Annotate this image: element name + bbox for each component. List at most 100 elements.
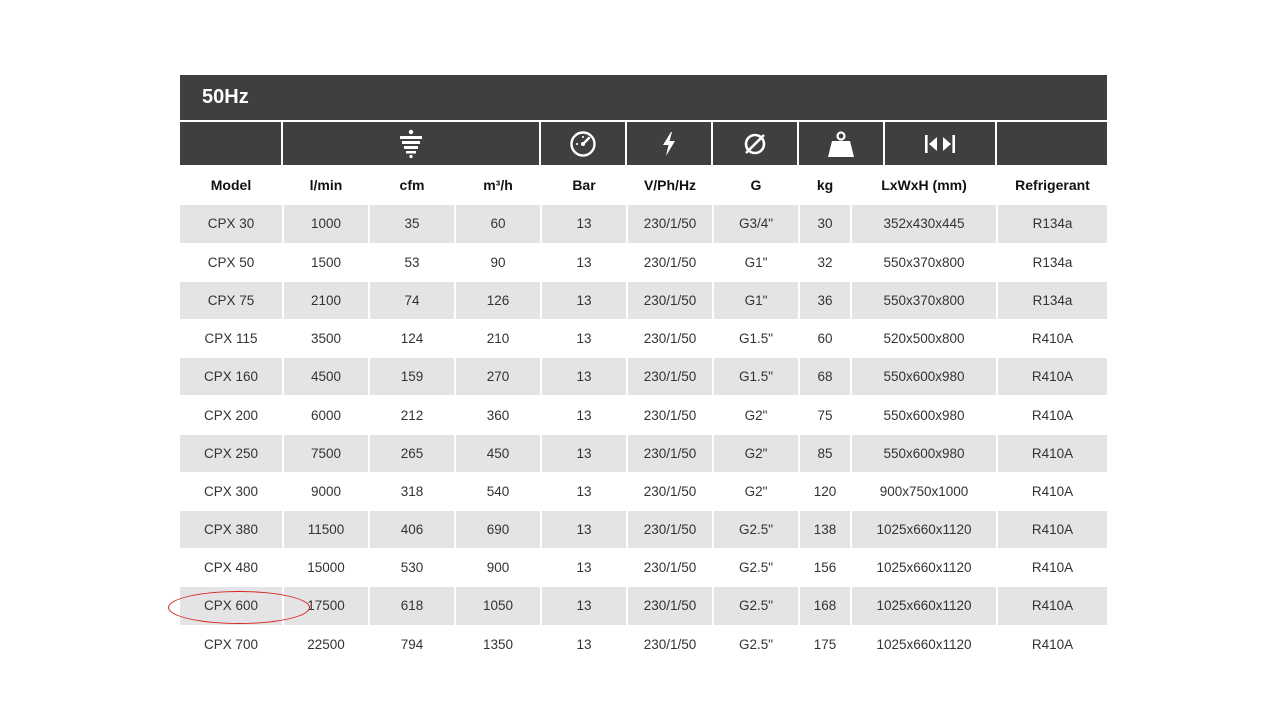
cell-flow-m3h: 360 xyxy=(455,395,542,435)
diameter-icon xyxy=(713,122,799,165)
cell-refrigerant: R410A xyxy=(997,586,1107,626)
table-row: CPX 480 15000 530 900 13 230/1/50 G2.5" 156 1025… xyxy=(180,548,1107,588)
cell-connection: G1" xyxy=(713,281,800,321)
cell-weight: 30 xyxy=(799,205,852,244)
cell-flow-lmin: 3500 xyxy=(283,319,370,359)
cell-weight: 75 xyxy=(799,395,852,435)
cell-dimensions: 352x430x445 xyxy=(851,205,998,244)
frequency-label: 50Hz xyxy=(202,86,249,108)
column-header-row: Model l/min cfm m³/h Bar V/Ph/Hz G kg Lx… xyxy=(180,165,1107,205)
cell-flow-cfm: 53 xyxy=(369,243,456,282)
cell-refrigerant: R410A xyxy=(997,357,1107,397)
cell-model: CPX 700 xyxy=(180,625,284,664)
cell-connection: G3/4" xyxy=(713,205,800,244)
icon-cell-refrigerant xyxy=(997,122,1107,165)
cell-refrigerant: R410A xyxy=(997,510,1107,550)
cell-power: 230/1/50 xyxy=(627,357,714,397)
cell-flow-m3h: 270 xyxy=(455,357,542,397)
table-row: CPX 30 1000 35 60 13 230/1/50 G3/4" 30 352x430x4… xyxy=(180,205,1107,244)
cell-weight: 36 xyxy=(799,281,852,321)
cell-flow-m3h: 900 xyxy=(455,548,542,588)
cell-power: 230/1/50 xyxy=(627,586,714,626)
cell-flow-lmin: 9000 xyxy=(283,472,370,512)
cell-refrigerant: R410A xyxy=(997,395,1107,435)
cell-flow-m3h: 540 xyxy=(455,472,542,512)
cell-dimensions: 1025x660x1120 xyxy=(851,586,998,626)
cell-dimensions: 1025x660x1120 xyxy=(851,510,998,550)
cell-connection: G2.5" xyxy=(713,510,800,550)
cell-model: CPX 115 xyxy=(180,319,284,359)
cell-refrigerant: R410A xyxy=(997,319,1107,359)
cell-power: 230/1/50 xyxy=(627,510,714,550)
cell-flow-cfm: 35 xyxy=(369,205,456,244)
icon-cell-model xyxy=(180,122,283,165)
cell-pressure: 13 xyxy=(541,319,628,359)
cell-model: CPX 380 xyxy=(180,510,284,550)
cell-flow-cfm: 794 xyxy=(369,625,456,664)
cell-dimensions: 550x370x800 xyxy=(851,243,998,282)
cell-dimensions: 900x750x1000 xyxy=(851,472,998,512)
cell-pressure: 13 xyxy=(541,434,628,473)
cell-dimensions: 1025x660x1120 xyxy=(851,625,998,664)
cell-model: CPX 600 xyxy=(180,586,284,626)
cell-connection: G2" xyxy=(713,472,800,512)
cell-flow-m3h: 1350 xyxy=(455,625,542,664)
cell-connection: G2.5" xyxy=(713,548,800,588)
table-row: CPX 50 1500 53 90 13 230/1/50 G1" 32 550x370x800… xyxy=(180,243,1107,282)
cell-flow-lmin: 2100 xyxy=(283,281,370,321)
column-header: kg xyxy=(799,165,852,205)
cell-flow-cfm: 530 xyxy=(369,548,456,588)
table-row: CPX 75 2100 74 126 13 230/1/50 G1" 36 550x370x80… xyxy=(180,281,1107,321)
cell-flow-lmin: 17500 xyxy=(283,586,370,626)
flow-funnel-icon xyxy=(283,122,541,165)
spec-sheet: 50Hz xyxy=(180,75,1107,664)
table-row: CPX 380 11500 406 690 13 230/1/50 G2.5" 138 1025… xyxy=(180,510,1107,550)
cell-weight: 138 xyxy=(799,510,852,550)
cell-flow-m3h: 60 xyxy=(455,205,542,244)
cell-pressure: 13 xyxy=(541,625,628,664)
cell-flow-m3h: 690 xyxy=(455,510,542,550)
cell-pressure: 13 xyxy=(541,548,628,588)
cell-connection: G1" xyxy=(713,243,800,282)
cell-model: CPX 250 xyxy=(180,434,284,473)
cell-weight: 156 xyxy=(799,548,852,588)
table-row: CPX 200 6000 212 360 13 230/1/50 G2" 75 550x600x… xyxy=(180,395,1107,435)
cell-flow-m3h: 1050 xyxy=(455,586,542,626)
cell-flow-cfm: 74 xyxy=(369,281,456,321)
cell-flow-cfm: 265 xyxy=(369,434,456,473)
cell-refrigerant: R134a xyxy=(997,205,1107,244)
cell-flow-m3h: 126 xyxy=(455,281,542,321)
column-header: l/min xyxy=(283,165,370,205)
cell-flow-cfm: 406 xyxy=(369,510,456,550)
table-row: CPX 160 4500 159 270 13 230/1/50 G1.5" 68 550x60… xyxy=(180,357,1107,397)
column-header: LxWxH (mm) xyxy=(851,165,998,205)
cell-power: 230/1/50 xyxy=(627,205,714,244)
cell-power: 230/1/50 xyxy=(627,548,714,588)
cell-flow-lmin: 1000 xyxy=(283,205,370,244)
cell-flow-lmin: 22500 xyxy=(283,625,370,664)
cell-refrigerant: R410A xyxy=(997,548,1107,588)
table-row: CPX 115 3500 124 210 13 230/1/50 G1.5" 60 520x50… xyxy=(180,319,1107,359)
column-header: Model xyxy=(180,165,284,205)
cell-dimensions: 1025x660x1120 xyxy=(851,548,998,588)
cell-flow-cfm: 618 xyxy=(369,586,456,626)
frequency-title: 50Hz xyxy=(180,75,1107,120)
column-header: Refrigerant xyxy=(1015,177,1090,193)
table-row: CPX 600 17500 618 1050 13 230/1/50 G2.5" 168 102… xyxy=(180,586,1107,626)
column-header: cfm xyxy=(369,165,456,205)
cell-weight: 85 xyxy=(799,434,852,473)
cell-weight: 68 xyxy=(799,357,852,397)
cell-flow-lmin: 1500 xyxy=(283,243,370,282)
cell-flow-cfm: 212 xyxy=(369,395,456,435)
cell-flow-lmin: 6000 xyxy=(283,395,370,435)
cell-refrigerant: R134a xyxy=(997,281,1107,321)
cell-power: 230/1/50 xyxy=(627,395,714,435)
cell-pressure: 13 xyxy=(541,586,628,626)
cell-flow-lmin: 15000 xyxy=(283,548,370,588)
cell-refrigerant: R410A xyxy=(997,625,1107,664)
cell-flow-lmin: 7500 xyxy=(283,434,370,473)
cell-power: 230/1/50 xyxy=(627,319,714,359)
cell-refrigerant: R410A xyxy=(997,434,1107,473)
cell-power: 230/1/50 xyxy=(627,243,714,282)
table-row: CPX 300 9000 318 540 13 230/1/50 G2" 120 900x750… xyxy=(180,472,1107,512)
